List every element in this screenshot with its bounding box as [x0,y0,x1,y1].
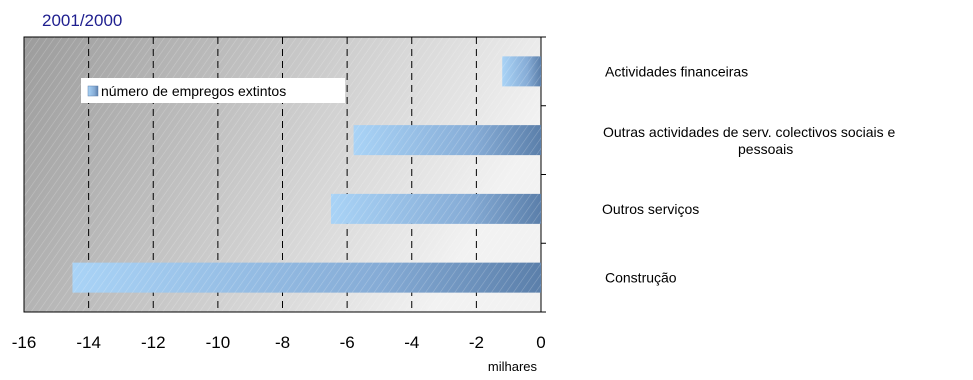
x-tick-label: -6 [340,333,355,352]
bar-texture [330,193,541,224]
bar-texture [72,262,541,293]
category-label: Outros serviços [602,201,699,217]
chart-title: 2001/2000 [42,11,122,30]
bar-texture [502,56,541,87]
x-tick-label: -16 [12,333,37,352]
x-tick-label: 0 [536,333,545,352]
legend-label: número de empregos extintos [101,83,286,99]
x-tick-label: -8 [275,333,290,352]
category-label-line: pessoais [738,141,793,157]
x-tick-label: -10 [206,333,231,352]
category-label: Construção [605,270,677,286]
bar-texture [353,125,541,156]
legend-swatch [87,85,99,97]
category-label-line: Outras actividades de serv. colectivos s… [603,124,896,140]
category-label: Actividades financeiras [605,63,748,79]
x-tick-label: -2 [469,333,484,352]
x-tick-label: -12 [141,333,166,352]
legend: número de empregos extintos [81,78,345,103]
category-label: Outras actividades de serv. colectivos s… [603,124,896,157]
legend-box [81,78,345,103]
x-axis-label: milhares [488,359,538,374]
x-tick-label: -14 [76,333,101,352]
x-tick-label: -4 [404,333,419,352]
